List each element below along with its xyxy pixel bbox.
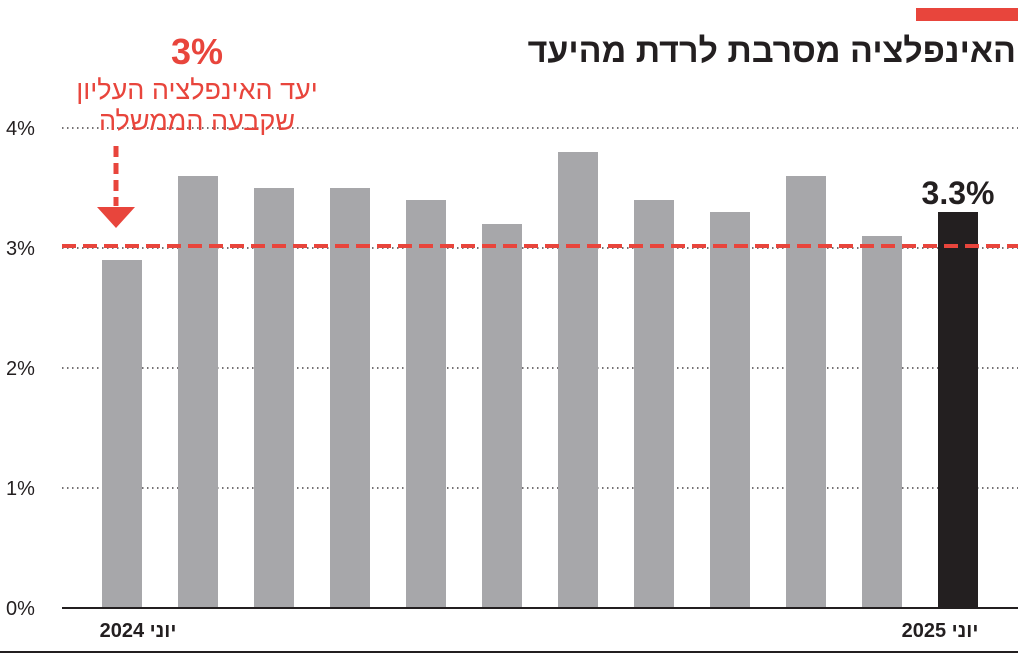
annotation-arrow-head: [97, 207, 135, 228]
bar: [634, 200, 674, 608]
x-label-last: יוני 2025: [902, 620, 979, 642]
bar-highlight: [938, 212, 978, 608]
target-label-line2: שקבעה הממשלה: [99, 106, 295, 136]
bar: [482, 224, 522, 608]
bars: [102, 152, 978, 608]
bar: [862, 236, 902, 608]
bar: [710, 212, 750, 608]
chart-title: האינפלציה מסרבת לרדת מהיעד: [528, 32, 1016, 70]
bar: [786, 176, 826, 608]
bar: [254, 188, 294, 608]
y-tick-label: 3%: [6, 238, 35, 260]
y-tick-label: 4%: [6, 118, 35, 140]
bar: [558, 152, 598, 608]
target-value-label: 3%: [171, 31, 223, 72]
y-tick-label: 2%: [6, 358, 35, 380]
accent-bar: [916, 8, 1018, 21]
bar: [102, 260, 142, 608]
y-tick-label: 1%: [6, 478, 35, 500]
bar: [406, 200, 446, 608]
bar: [330, 188, 370, 608]
y-axis-ticks: 0% 1% 2% 3% 4%: [6, 118, 35, 620]
x-label-first: יוני 2024: [100, 620, 177, 642]
y-tick-label: 0%: [6, 598, 35, 620]
target-label-line1: יעד האינפלציה העליון: [76, 75, 318, 105]
bar: [178, 176, 218, 608]
highlight-value-label: 3.3%: [922, 175, 995, 211]
